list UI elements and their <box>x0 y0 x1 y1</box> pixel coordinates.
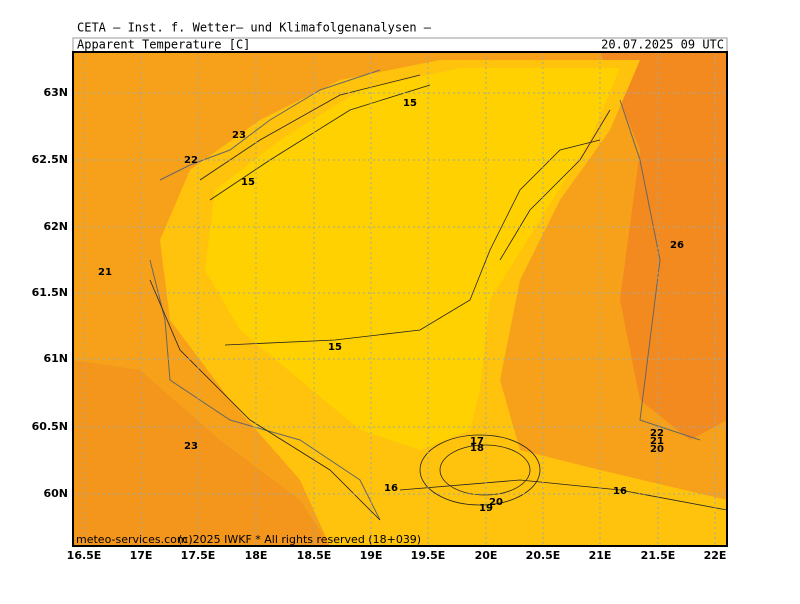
contour-label: 15 <box>403 98 417 109</box>
footer-copyright: (c)2025 IWKF * All rights reserved (18+0… <box>178 533 421 546</box>
contour-label: 20 <box>650 444 664 455</box>
lat-label: 61N <box>43 352 68 365</box>
lon-label: 18.5E <box>297 549 332 562</box>
header-title: CETA — Inst. f. Wetter— und Klimafolgena… <box>77 21 432 35</box>
lat-label: 60N <box>43 487 68 500</box>
lat-label: 61.5N <box>32 286 68 299</box>
contour-label: 16 <box>613 486 627 497</box>
lon-label: 20.5E <box>526 549 561 562</box>
contour-label: 22 <box>650 428 664 439</box>
contour-label: 17 <box>470 436 484 447</box>
contour-label: 23 <box>232 130 246 141</box>
contour-label: 16 <box>384 483 398 494</box>
contour-label: 22 <box>184 155 198 166</box>
lat-label: 62.5N <box>32 153 68 166</box>
lat-label: 63N <box>43 86 68 99</box>
lon-label: 21E <box>589 549 612 562</box>
contour-label: 15 <box>241 177 255 188</box>
contour-label: 15 <box>328 342 342 353</box>
footer-site: meteo-services.com <box>76 533 188 546</box>
map-frame <box>72 51 728 547</box>
contour-label: 18 <box>470 443 484 454</box>
lon-label: 22E <box>704 549 727 562</box>
lon-label: 19.5E <box>411 549 446 562</box>
lon-label: 18E <box>245 549 268 562</box>
lon-label: 17E <box>130 549 153 562</box>
lon-label: 16.5E <box>67 549 102 562</box>
valid-time: 20.07.2025 09 UTC <box>601 38 724 52</box>
contour-label: 23 <box>184 441 198 452</box>
lat-label: 60.5N <box>32 420 68 433</box>
contour-label: 21 <box>650 436 664 447</box>
lat-label: 62N <box>43 220 68 233</box>
contour-label: 20 <box>489 497 503 508</box>
contour-label: 26 <box>670 240 684 251</box>
lon-label: 19E <box>360 549 383 562</box>
parameter: Apparent Temperature [C] <box>77 38 250 52</box>
map-field <box>73 52 727 546</box>
contour-label: 19 <box>479 503 493 514</box>
lon-label: 21.5E <box>641 549 676 562</box>
contour-label: 21 <box>98 267 112 278</box>
lon-label: 20E <box>475 549 498 562</box>
lon-label: 17.5E <box>181 549 216 562</box>
